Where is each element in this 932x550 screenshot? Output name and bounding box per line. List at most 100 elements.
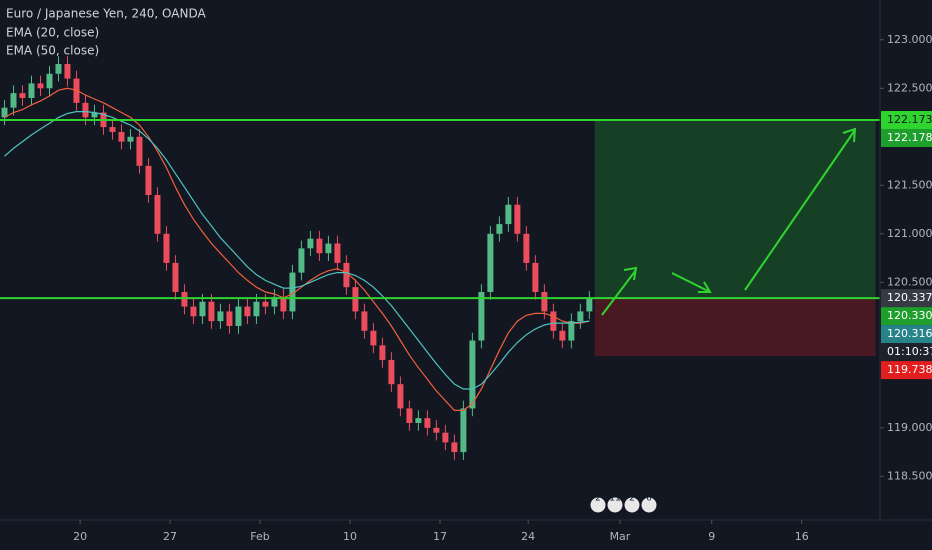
- ema-line: [4, 87, 590, 411]
- candle-body: [325, 243, 332, 254]
- candle-body: [136, 136, 143, 166]
- x-tick-label: Mar: [610, 530, 631, 543]
- price-label-box: [881, 289, 932, 308]
- chart-title: Euro / Japanese Yen, 240, OANDA: [6, 7, 207, 21]
- candle-body: [271, 296, 278, 307]
- candle-body: [37, 83, 44, 89]
- candle-body: [352, 287, 359, 312]
- y-tick-label: 123.000: [887, 33, 932, 46]
- candle-body: [478, 292, 485, 341]
- price-label: 120.330: [887, 309, 932, 322]
- price-label: 120.316: [887, 327, 932, 340]
- candle-body: [64, 64, 71, 79]
- candle-body: [577, 311, 584, 322]
- candle-body: [127, 136, 134, 142]
- arrow: [744, 127, 857, 291]
- event-count: 2: [629, 494, 635, 504]
- y-tick-label: 120.500: [887, 275, 932, 288]
- y-tick-label: 119.000: [887, 421, 932, 434]
- event-icon: [589, 496, 607, 514]
- candle-body: [253, 301, 260, 317]
- candle-body: [433, 427, 440, 433]
- candle-body: [154, 195, 161, 234]
- candle-body: [334, 243, 341, 263]
- x-tick-label: 17: [433, 530, 447, 543]
- x-tick-label: 9: [708, 530, 715, 543]
- legend-item: EMA (20, close): [6, 26, 99, 40]
- event-count: 6: [646, 494, 652, 504]
- candle-body: [460, 408, 467, 453]
- price-label: 122.178: [887, 131, 932, 144]
- loss-zone: [594, 298, 876, 357]
- y-tick-label: 121.000: [887, 227, 932, 240]
- x-tick-label: 20: [73, 530, 87, 543]
- price-label-box: [881, 111, 932, 130]
- price-label-box: [881, 307, 932, 326]
- arrow: [601, 266, 638, 316]
- x-tick-label: 16: [795, 530, 809, 543]
- candle-body: [523, 233, 530, 263]
- candle-body: [415, 418, 422, 423]
- candle-body: [379, 345, 386, 360]
- candle-body: [541, 292, 548, 312]
- candle-body: [217, 311, 224, 322]
- candle-body: [91, 112, 98, 118]
- candle-body: [532, 262, 539, 293]
- x-tick-label: 24: [521, 530, 535, 543]
- candle-body: [505, 204, 512, 225]
- candle-body: [343, 262, 350, 288]
- candle-body: [181, 292, 188, 307]
- candle-body: [199, 301, 206, 317]
- candle-body: [172, 262, 179, 293]
- candle-body: [109, 127, 116, 132]
- event-icon: [606, 496, 624, 514]
- candle-body: [118, 131, 125, 142]
- candle-body: [451, 442, 458, 453]
- candle-body: [559, 330, 566, 341]
- candle-body: [586, 298, 593, 312]
- candle-body: [19, 93, 26, 98]
- price-label-box: [881, 361, 932, 380]
- candle-body: [28, 83, 35, 98]
- candle-body: [496, 224, 503, 234]
- price-label-box: [881, 343, 932, 362]
- drawn-arrows: [601, 127, 857, 316]
- candle-body: [235, 306, 242, 326]
- x-tick-label: 27: [163, 530, 177, 543]
- candle-body: [316, 238, 323, 254]
- event-count: 11: [609, 494, 620, 504]
- price-label: 01:10:37: [887, 345, 932, 358]
- candle-body: [280, 296, 287, 312]
- candle-body: [244, 306, 251, 317]
- candle-body: [163, 233, 170, 263]
- ema-line: [4, 111, 590, 390]
- candle-body: [469, 340, 476, 409]
- candle-body: [514, 204, 521, 234]
- candle-body: [298, 248, 305, 273]
- candle-body: [145, 165, 152, 195]
- candle-body: [1, 107, 8, 118]
- profit-zone: [594, 119, 876, 299]
- candle-body: [208, 301, 215, 322]
- candle-body: [550, 311, 557, 331]
- event-count: 2: [595, 494, 601, 504]
- y-tick-label: 122.500: [887, 81, 932, 94]
- legend-item: EMA (50, close): [6, 44, 99, 58]
- candle-body: [262, 301, 269, 307]
- y-tick-label: 121.500: [887, 178, 932, 191]
- candle-body: [388, 359, 395, 385]
- price-label: 119.738: [887, 363, 932, 376]
- candle-body: [46, 73, 53, 89]
- x-tick-label: 10: [343, 530, 357, 543]
- candle-body: [10, 93, 17, 108]
- price-label: 122.173: [887, 113, 932, 126]
- candle-body: [397, 384, 404, 409]
- candle-body: [406, 408, 413, 423]
- price-label: 120.337: [887, 291, 932, 304]
- price-label-box: [881, 129, 932, 148]
- candle-body: [361, 311, 368, 331]
- candle-body: [370, 330, 377, 346]
- candle-body: [226, 311, 233, 326]
- candle-body: [424, 418, 431, 428]
